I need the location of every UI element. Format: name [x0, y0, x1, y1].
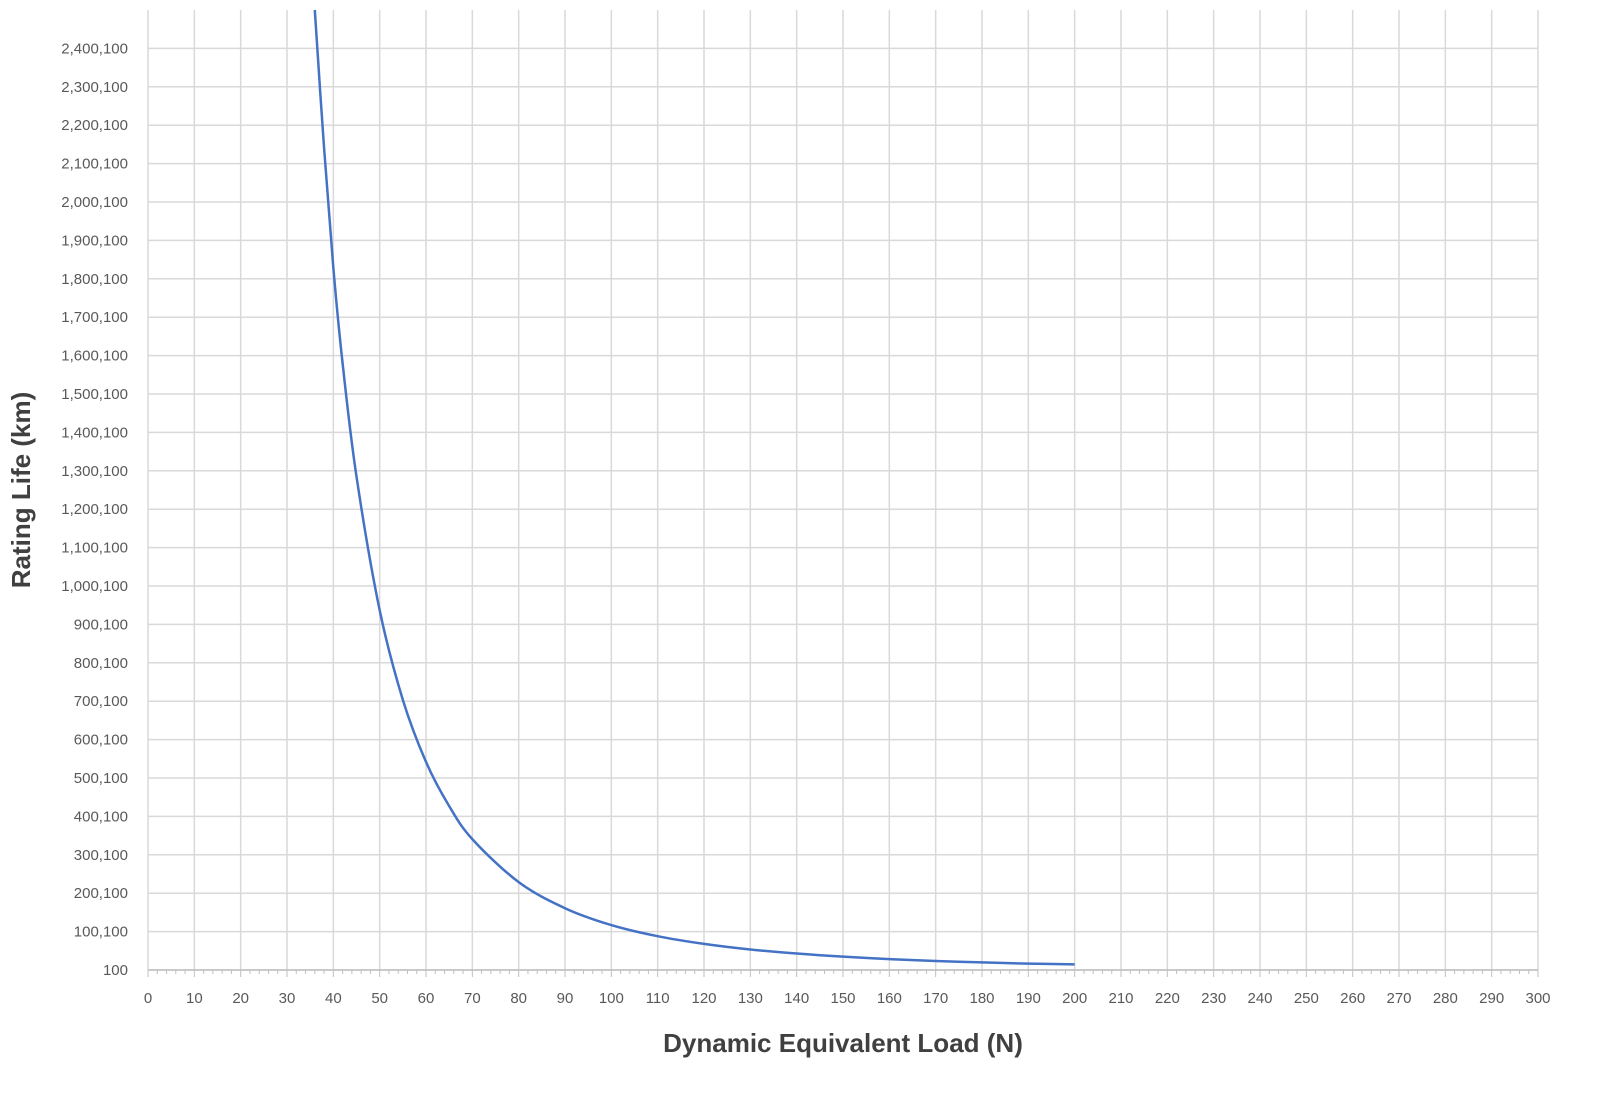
x-tick-label: 170 — [923, 990, 948, 1007]
x-tick-label: 80 — [510, 990, 527, 1007]
y-tick-label: 1,700,100 — [61, 309, 128, 326]
y-tick-label: 300,100 — [74, 847, 128, 864]
x-tick-label: 300 — [1525, 990, 1550, 1007]
y-tick-label: 1,100,100 — [61, 540, 128, 557]
y-tick-label: 2,000,100 — [61, 194, 128, 211]
x-tick-label: 190 — [1016, 990, 1041, 1007]
x-tick-label: 20 — [232, 990, 249, 1007]
y-tick-label: 2,400,100 — [61, 40, 128, 57]
x-tick-label: 70 — [464, 990, 481, 1007]
x-tick-label: 260 — [1340, 990, 1365, 1007]
series-line — [313, 9, 1075, 966]
x-tick-label: 210 — [1108, 990, 1133, 1007]
x-tick-label: 230 — [1201, 990, 1226, 1007]
x-tick-label: 280 — [1433, 990, 1458, 1007]
x-tick-label: 40 — [325, 990, 342, 1007]
tick-labels: 0 10 20 30 40 50 60 70 80 90 100 110 120 130 140 150 160… — [61, 40, 1550, 1007]
y-tick-label: 1,800,100 — [61, 271, 128, 288]
x-tick-label: 240 — [1247, 990, 1272, 1007]
y-tick-label: 500,100 — [74, 770, 128, 787]
y-tick-label: 1,900,100 — [61, 232, 128, 249]
y-tick-label: 1,400,100 — [61, 424, 128, 441]
y-tick-label: 100 — [103, 962, 128, 979]
y-tick-label: 200,100 — [74, 885, 128, 902]
y-tick-label: 1,300,100 — [61, 463, 128, 480]
x-tick-label: 130 — [738, 990, 763, 1007]
axes — [147, 969, 1539, 977]
y-tick-label: 900,100 — [74, 616, 128, 633]
y-tick-label: 1,500,100 — [61, 386, 128, 403]
y-axis-title: Rating Life (km) — [6, 392, 36, 588]
grid — [147, 10, 1539, 971]
y-tick-label: 600,100 — [74, 732, 128, 749]
y-tick-label: 1,600,100 — [61, 348, 128, 365]
x-tick-label: 60 — [418, 990, 435, 1007]
y-tick-label: 2,100,100 — [61, 156, 128, 173]
x-tick-label: 90 — [557, 990, 574, 1007]
x-tick-label: 270 — [1386, 990, 1411, 1007]
y-tick-label: 2,200,100 — [61, 117, 128, 134]
x-tick-label: 140 — [784, 990, 809, 1007]
x-tick-label: 110 — [646, 990, 670, 1007]
x-axis-title: Dynamic Equivalent Load (N) — [663, 1028, 1023, 1058]
x-tick-label: 200 — [1062, 990, 1087, 1007]
y-tick-label: 100,100 — [74, 924, 128, 941]
x-tick-label: 160 — [877, 990, 902, 1007]
x-tick-label: 50 — [371, 990, 388, 1007]
y-tick-label: 1,200,100 — [61, 501, 128, 518]
x-tick-label: 10 — [186, 990, 203, 1007]
x-tick-label: 180 — [969, 990, 994, 1007]
y-tick-label: 2,300,100 — [61, 79, 128, 96]
x-tick-label: 150 — [830, 990, 855, 1007]
x-tick-label: 100 — [599, 990, 624, 1007]
series-layer — [313, 9, 1075, 966]
x-tick-label: 220 — [1155, 990, 1180, 1007]
x-tick-label: 0 — [144, 990, 152, 1007]
x-tick-label: 120 — [691, 990, 716, 1007]
x-tick-label: 250 — [1294, 990, 1319, 1007]
y-tick-label: 400,100 — [74, 808, 128, 825]
y-tick-label: 800,100 — [74, 655, 128, 672]
x-tick-label: 30 — [279, 990, 296, 1007]
y-tick-label: 1,000,100 — [61, 578, 128, 595]
y-tick-label: 700,100 — [74, 693, 128, 710]
x-tick-label: 290 — [1479, 990, 1504, 1007]
